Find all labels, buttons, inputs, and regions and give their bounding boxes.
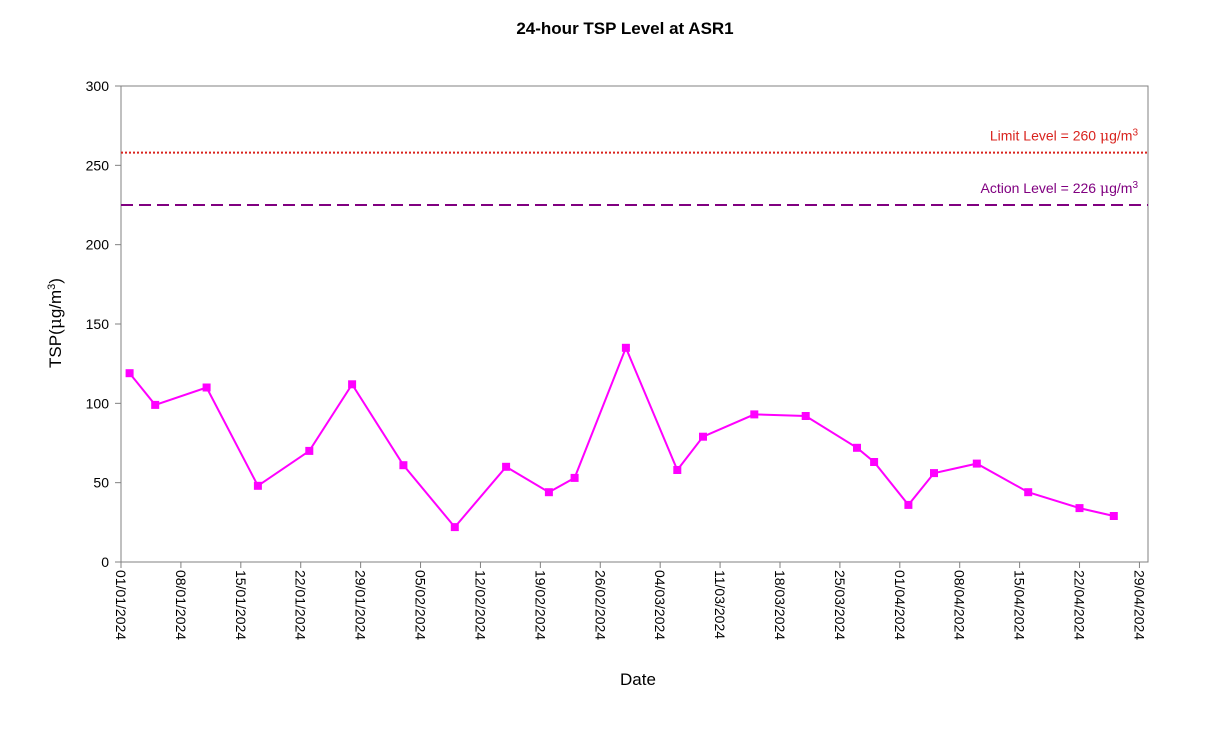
x-tick-label: 15/01/2024 bbox=[233, 570, 249, 640]
x-tick-label: 04/03/2024 bbox=[652, 570, 668, 640]
x-tick-label: 29/04/2024 bbox=[1131, 570, 1147, 640]
x-tick-label: 08/01/2024 bbox=[173, 570, 189, 640]
tsp-data-point bbox=[1075, 504, 1084, 513]
y-tick-label: 200 bbox=[86, 237, 110, 253]
limit-level-label: Limit Level = 260 μg/m3 bbox=[990, 127, 1139, 145]
x-tick-label: 01/01/2024 bbox=[113, 570, 129, 640]
x-tick-label: 18/03/2024 bbox=[772, 570, 788, 640]
tsp-data-point bbox=[502, 462, 511, 471]
x-tick-label: 08/04/2024 bbox=[952, 570, 968, 640]
y-axis-title-unit: g/m bbox=[46, 290, 65, 318]
tsp-data-point bbox=[399, 461, 408, 470]
tsp-series-line bbox=[128, 345, 1115, 529]
tsp-data-point bbox=[621, 343, 630, 352]
tsp-data-point bbox=[1024, 488, 1033, 497]
x-tick-label: 11/03/2024 bbox=[712, 570, 728, 639]
tsp-data-point bbox=[904, 500, 913, 509]
x-axis-title: Date bbox=[620, 670, 656, 689]
y-axis-title-sup: 3 bbox=[46, 284, 58, 290]
y-axis-title-mu: μ bbox=[46, 318, 66, 329]
action-level-label-text: Action Level = 226 bbox=[981, 180, 1100, 196]
tsp-data-point bbox=[305, 446, 314, 455]
y-tick-label: 300 bbox=[86, 78, 110, 94]
tsp-data-point bbox=[853, 443, 861, 452]
y-tick-label: 250 bbox=[86, 157, 110, 173]
x-tick-label: 22/04/2024 bbox=[1072, 570, 1088, 640]
limit-level-label-sup: 3 bbox=[1132, 127, 1138, 138]
y-tick-label: 100 bbox=[86, 395, 110, 411]
tsp-data-point bbox=[972, 459, 981, 468]
chart-title: 24-hour TSP Level at ASR1 bbox=[516, 19, 733, 38]
x-tick-label: 01/04/2024 bbox=[892, 570, 908, 640]
tsp-data-point bbox=[750, 410, 759, 419]
action-level-label-sup: 3 bbox=[1132, 180, 1138, 191]
x-tick-label: 05/02/2024 bbox=[413, 570, 429, 640]
series-layer bbox=[125, 343, 1118, 532]
tsp-data-point bbox=[1109, 512, 1118, 520]
x-tick-label: 15/04/2024 bbox=[1012, 570, 1028, 640]
action-level-label-unit: g/m bbox=[1109, 180, 1132, 196]
action-level-label: Action Level = 226 μg/m3 bbox=[981, 180, 1139, 198]
x-tick-label: 26/02/2024 bbox=[592, 570, 608, 640]
y-axis-title: TSP(μg/m3) bbox=[46, 278, 66, 368]
limit-level-label-mu: μ bbox=[1100, 129, 1109, 145]
tsp-data-point bbox=[151, 400, 160, 409]
tsp-data-point bbox=[801, 412, 810, 420]
x-tick-label: 29/01/2024 bbox=[353, 570, 369, 640]
limit-level-label-text: Limit Level = 260 bbox=[990, 128, 1100, 144]
action-level-label-mu: μ bbox=[1100, 181, 1109, 197]
y-tick-label: 50 bbox=[93, 475, 109, 491]
tsp-data-point bbox=[450, 523, 459, 532]
plot-area-frame bbox=[120, 85, 1149, 563]
x-tick-label: 22/01/2024 bbox=[293, 570, 309, 640]
limit-level-label-unit: g/m bbox=[1109, 128, 1132, 144]
y-axis-title-suffix: ) bbox=[46, 278, 65, 284]
x-tick-label: 25/03/2024 bbox=[832, 570, 848, 640]
tsp-data-point bbox=[930, 469, 938, 478]
tsp-data-point bbox=[673, 466, 682, 474]
y-axis: 0 50 100 150 200 250 300 bbox=[86, 78, 121, 570]
tsp-data-point bbox=[699, 432, 707, 441]
tsp-data-point bbox=[202, 383, 211, 392]
tsp-data-point bbox=[348, 380, 357, 389]
tsp-data-point bbox=[870, 458, 879, 466]
tsp-data-point bbox=[544, 488, 553, 497]
y-tick-label: 0 bbox=[101, 554, 109, 570]
tsp-data-point bbox=[570, 473, 579, 482]
y-tick-label: 150 bbox=[86, 316, 110, 332]
x-tick-label: 12/02/2024 bbox=[472, 570, 488, 640]
x-tick-label: 19/02/2024 bbox=[532, 570, 548, 640]
x-axis: 01/01/2024 08/01/2024 15/01/2024 22/01/2024… bbox=[113, 562, 1147, 640]
tsp-data-point bbox=[125, 369, 134, 378]
tsp-data-point bbox=[253, 481, 262, 490]
y-axis-title-prefix: TSP( bbox=[46, 329, 65, 368]
